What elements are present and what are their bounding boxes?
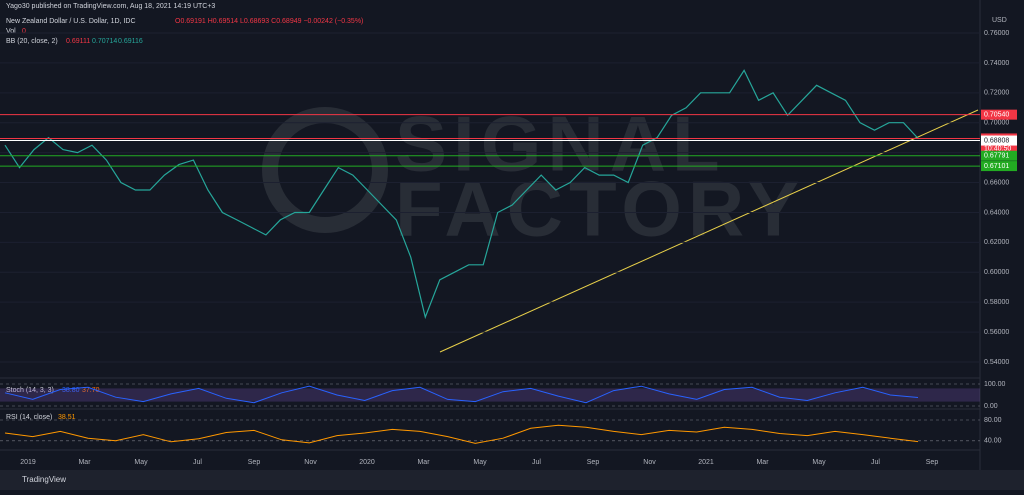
y-tick-label: 40.00 (984, 438, 1002, 445)
ohlc: O0.69191 H0.69514 L0.68693 C0.68949 −0.0… (175, 18, 363, 25)
x-tick-label: Mar (756, 459, 769, 466)
y-tick-label: 0.58000 (984, 299, 1009, 306)
footer-bar (0, 470, 1024, 490)
y-tick-label: 0.54000 (984, 359, 1009, 366)
price-tag (981, 109, 1017, 120)
x-tick-label: Jul (532, 459, 541, 466)
symbol: New Zealand Dollar / U.S. Dollar, 1D, ID… (6, 18, 136, 25)
x-tick-label: May (812, 459, 826, 466)
countdown-bg (981, 143, 1017, 153)
price-tag-label: 0.68808 (984, 137, 1009, 144)
price-tag (981, 161, 1017, 172)
stoch-value: 37.70 (82, 387, 100, 394)
bb-value: 0.69111 (66, 38, 90, 45)
bb-value: 0.69116 (118, 38, 143, 45)
rsi-label: RSI (14, close) (6, 414, 52, 421)
y-tick-label: 80.00 (984, 417, 1002, 424)
x-tick-label: Mar (417, 459, 430, 466)
x-tick-label: Mar (78, 459, 91, 466)
x-tick-label: Nov (643, 459, 656, 466)
stoch-label: Stoch (14, 3, 3) (6, 387, 54, 394)
bb: BB (20, close, 2) (6, 38, 58, 45)
x-tick-label: Nov (304, 459, 317, 466)
currency: USD (992, 17, 1007, 24)
x-tick-label: Jul (193, 459, 202, 466)
osc-band (0, 388, 980, 402)
y-tick-label: 0.70000 (984, 120, 1009, 127)
x-tick-label: 2021 (698, 459, 714, 466)
x-tick-label: Sep (926, 459, 939, 466)
y-tick-label: 0.72000 (984, 90, 1009, 97)
y-tick-label: 100.00 (984, 381, 1006, 388)
x-tick-label: Sep (248, 459, 261, 466)
x-tick-label: May (473, 459, 487, 466)
x-tick-label: May (134, 459, 148, 466)
y-tick-label: 0.62000 (984, 239, 1009, 246)
x-tick-label: Jul (871, 459, 880, 466)
trend-line (439, 109, 979, 353)
price-tag-label: 0.67101 (984, 163, 1009, 170)
stoch-line (4, 385, 919, 404)
rsi-value: 38.51 (58, 414, 76, 421)
rsi-line (4, 424, 919, 444)
x-tick-label: 2020 (359, 459, 375, 466)
price-tag (981, 150, 1017, 161)
y-tick-label: 0.56000 (984, 329, 1009, 336)
y-tick-label: 0.60000 (984, 269, 1009, 276)
price-tag-label: 0.67791 (984, 153, 1009, 160)
y-tick-label: 0.00 (984, 403, 998, 410)
price-tag (981, 135, 1017, 146)
x-tick-label: Sep (587, 459, 600, 466)
footer-brand[interactable]: TradingView (22, 475, 66, 484)
vol: Vol (6, 28, 16, 35)
watermark-text: FACTORY (395, 165, 805, 253)
published: Yago30 published on TradingView.com, Aug… (6, 3, 215, 10)
y-tick-label: 0.64000 (984, 209, 1009, 216)
stoch-value: 38.80 (62, 387, 80, 394)
y-tick-label: 0.76000 (984, 30, 1009, 37)
price-tag-label: 0.70540 (984, 111, 1009, 118)
countdown: 10:40:50 (984, 145, 1011, 152)
vol-value: 0 (22, 28, 26, 35)
x-tick-label: 2019 (20, 459, 36, 466)
price-line (4, 69, 919, 320)
y-tick-label: 0.66000 (984, 179, 1009, 186)
bb-value: 0.70714 (92, 38, 117, 45)
y-tick-label: 0.74000 (984, 60, 1009, 67)
